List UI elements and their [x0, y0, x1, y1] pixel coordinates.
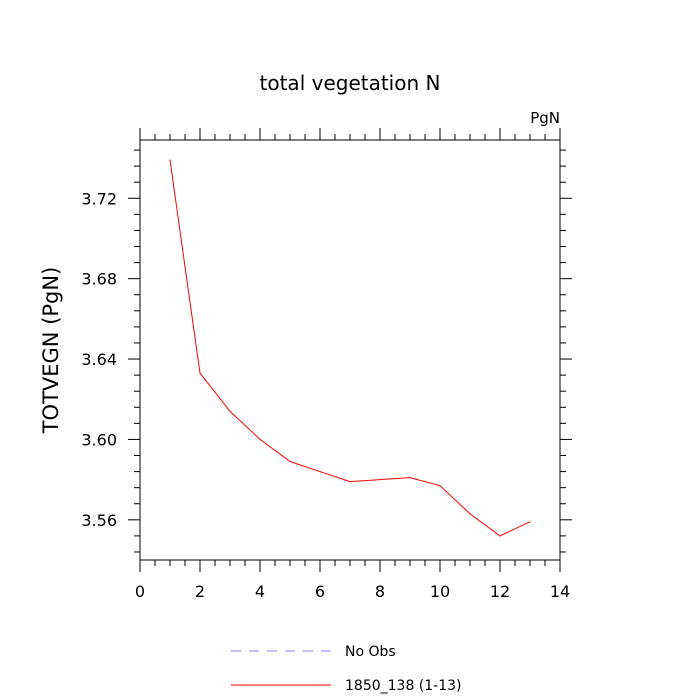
- data-point: [259, 438, 261, 441]
- x-tick-label: 8: [375, 582, 385, 601]
- x-tick-label: 12: [490, 582, 510, 601]
- data-point: [409, 477, 411, 479]
- data-point: [349, 481, 351, 483]
- plot-frame: [139, 139, 561, 561]
- x-tick-label: 14: [550, 582, 570, 601]
- y-axis-ticks: 3.56 3.60 3.64 3.68 3.72: [81, 149, 572, 553]
- data-point: [439, 485, 441, 487]
- x-tick-label: 2: [195, 582, 205, 601]
- y-tick-label: 3.68: [81, 270, 117, 289]
- x-tick-label: 6: [315, 582, 325, 601]
- x-tick-label: 4: [255, 582, 265, 601]
- data-point: [169, 159, 171, 161]
- x-axis-ticks: 0 2 4 6 8 10 12 14: [135, 128, 570, 601]
- y-tick-label: 3.64: [81, 350, 117, 369]
- legend: No Obs 1850_138 (1-13): [231, 644, 462, 694]
- data-point: [469, 513, 471, 515]
- legend-label-no-obs: No Obs: [345, 644, 396, 660]
- y-tick-label: 3.56: [81, 511, 117, 530]
- data-point: [529, 521, 531, 523]
- y-tick-label: 3.60: [81, 430, 117, 449]
- data-point: [199, 372, 201, 374]
- y-tick-label: 3.72: [81, 189, 117, 208]
- data-point: [379, 479, 381, 481]
- series-line: [169, 160, 531, 537]
- x-tick-label: 10: [430, 582, 450, 601]
- data-point: [499, 535, 501, 537]
- y-axis-label: TOTVEGN (PgN): [39, 267, 63, 435]
- data-point: [229, 410, 231, 412]
- units-label: PgN: [530, 109, 560, 127]
- series-layer: [169, 159, 531, 537]
- legend-label-1850-138: 1850_138 (1-13): [345, 678, 462, 694]
- x-tick-label: 0: [135, 582, 145, 601]
- data-point: [289, 460, 291, 463]
- data-point: [319, 470, 321, 473]
- chart-title: total vegetation N: [260, 71, 441, 95]
